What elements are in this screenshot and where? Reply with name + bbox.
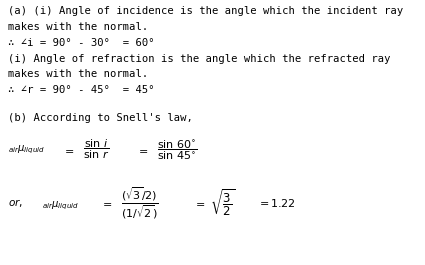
Text: $=$: $=$	[100, 198, 112, 208]
Text: $= 1.22$: $= 1.22$	[257, 197, 296, 209]
Text: $_{air}\mu_{liquid}$: $_{air}\mu_{liquid}$	[8, 144, 45, 156]
Text: makes with the normal.: makes with the normal.	[8, 22, 148, 32]
Text: $=$: $=$	[136, 145, 148, 155]
Text: ∴ ∠i = 90° - 30°  = 60°: ∴ ∠i = 90° - 30° = 60°	[8, 38, 154, 48]
Text: ∴ ∠r = 90° - 45°  = 45°: ∴ ∠r = 90° - 45° = 45°	[8, 85, 154, 95]
Text: $_{air}\mu_{liquid}$: $_{air}\mu_{liquid}$	[42, 199, 79, 211]
Text: $\sqrt{\dfrac{3}{2}}$: $\sqrt{\dfrac{3}{2}}$	[210, 188, 235, 218]
Text: $=$: $=$	[62, 145, 74, 155]
Text: $\dfrac{\mathrm{sin}\ 60^{\circ}}{\mathrm{sin}\ 45^{\circ}}$: $\dfrac{\mathrm{sin}\ 60^{\circ}}{\mathr…	[157, 138, 198, 161]
Text: $or,$: $or,$	[8, 197, 23, 209]
Text: (b) According to Snell's law,: (b) According to Snell's law,	[8, 113, 193, 123]
Text: $\dfrac{(\sqrt{3}/2)}{(1/\sqrt{2})}$: $\dfrac{(\sqrt{3}/2)}{(1/\sqrt{2})}$	[121, 185, 159, 221]
Text: (i) Angle of refraction is the angle which the refracted ray: (i) Angle of refraction is the angle whi…	[8, 54, 390, 64]
Text: makes with the normal.: makes with the normal.	[8, 69, 148, 80]
Text: $\dfrac{\mathrm{sin}\ i}{\mathrm{sin}\ r}$: $\dfrac{\mathrm{sin}\ i}{\mathrm{sin}\ r…	[83, 138, 110, 161]
Text: $=$: $=$	[193, 198, 206, 208]
Text: (a) (i) Angle of incidence is the angle which the incident ray: (a) (i) Angle of incidence is the angle …	[8, 6, 403, 16]
